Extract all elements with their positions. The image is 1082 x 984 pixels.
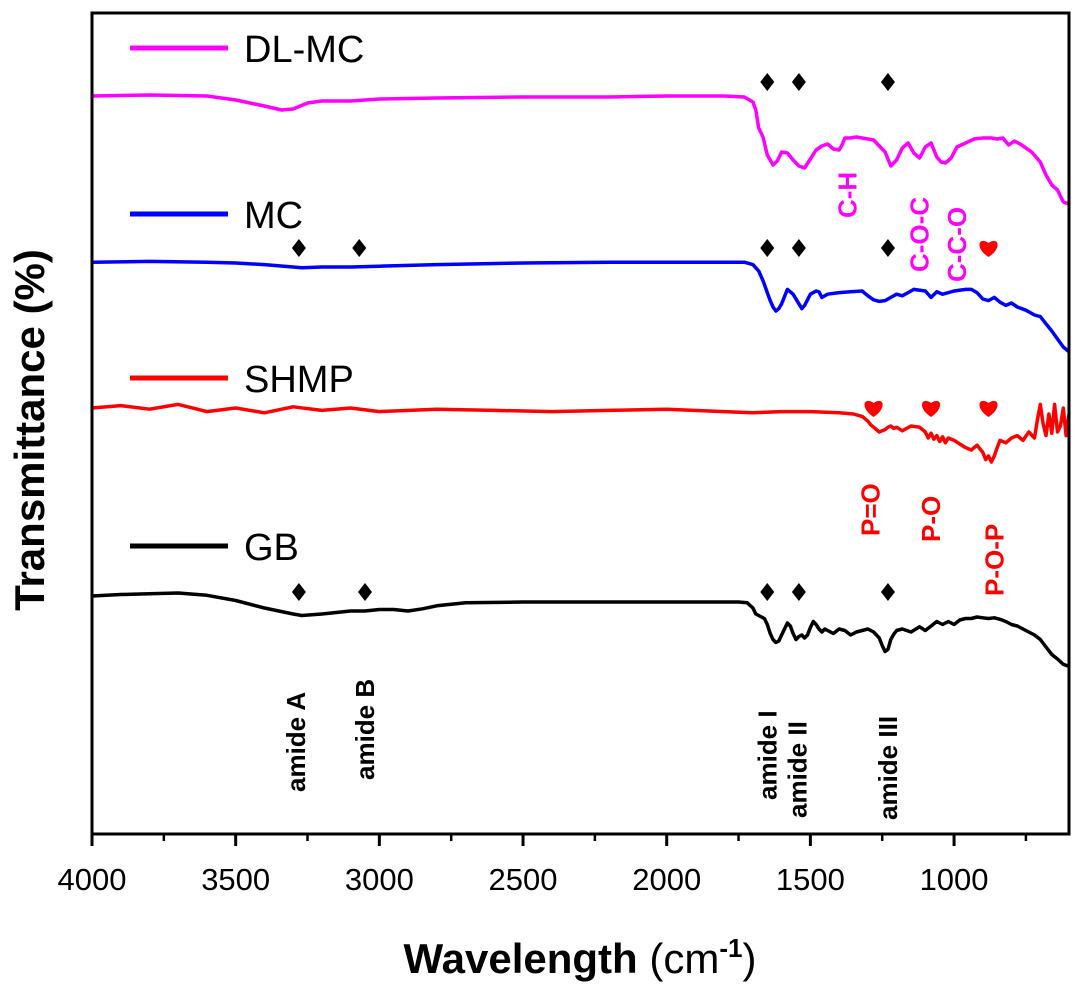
heart-marker bbox=[979, 400, 998, 417]
peak-annotation: amide II bbox=[783, 721, 813, 818]
legend: DL-MC MC SHMP GB bbox=[130, 29, 364, 569]
peak-annotation: amide A bbox=[281, 692, 311, 792]
peak-annotation: amide III bbox=[873, 716, 903, 820]
legend-label-shmp: SHMP bbox=[244, 359, 354, 401]
peak-annotation: amide I bbox=[752, 710, 782, 800]
x-tick-label: 1000 bbox=[920, 862, 989, 897]
heart-marker bbox=[864, 400, 883, 417]
x-tick-label: 4000 bbox=[58, 862, 127, 897]
diamond-marker bbox=[791, 239, 806, 257]
series-line-shmp bbox=[91, 402, 1071, 464]
peak-annotation: P=O bbox=[856, 483, 886, 536]
series-line-mc bbox=[91, 259, 1071, 354]
diamond-marker bbox=[760, 239, 775, 257]
diamond-marker bbox=[880, 73, 895, 91]
diamond-marker bbox=[760, 583, 775, 601]
peak-annotation: C-O-C bbox=[905, 197, 935, 272]
peak-annotation: P-O-P bbox=[979, 524, 1009, 596]
annotation-layer: C-H C-O-C C-C-O P=O P-O P-O-P amide A amide B am… bbox=[281, 172, 1009, 820]
diamond-marker bbox=[291, 239, 306, 257]
x-tick-label: 2000 bbox=[632, 862, 701, 897]
y-axis-title: Transmittance (%) bbox=[6, 249, 53, 611]
legend-label-mc: MC bbox=[244, 195, 303, 237]
diamond-marker bbox=[357, 583, 372, 601]
x-tick-label: 2500 bbox=[489, 862, 558, 897]
diamond-marker bbox=[760, 73, 775, 91]
peak-annotation: amide B bbox=[350, 679, 380, 780]
peak-annotation: C-C-O bbox=[942, 207, 972, 282]
peak-annotation: C-H bbox=[833, 172, 863, 218]
legend-label-dl-mc: DL-MC bbox=[244, 29, 364, 71]
x-axis: 4000 3500 3000 2500 2000 1500 1000 bbox=[58, 834, 1028, 897]
x-axis-title: Wavelength (cm-1) bbox=[404, 933, 757, 982]
marker-layer bbox=[291, 73, 998, 601]
plot-frame bbox=[90, 11, 1071, 836]
heart-marker bbox=[922, 400, 941, 417]
diamond-marker bbox=[791, 73, 806, 91]
series-line-dl-mc bbox=[91, 93, 1070, 206]
x-tick-label: 1500 bbox=[776, 862, 845, 897]
diamond-marker bbox=[352, 239, 367, 257]
diamond-marker bbox=[791, 583, 806, 601]
diamond-marker bbox=[291, 583, 306, 601]
x-tick-label: 3000 bbox=[345, 862, 414, 897]
x-tick-label: 3500 bbox=[201, 862, 270, 897]
diamond-marker bbox=[880, 239, 895, 257]
legend-label-gb: GB bbox=[244, 527, 299, 569]
heart-marker bbox=[979, 240, 998, 257]
trace-layer bbox=[91, 93, 1071, 669]
series-line-gb bbox=[91, 591, 1070, 669]
diamond-marker bbox=[880, 583, 895, 601]
peak-annotation: P-O bbox=[916, 496, 946, 542]
